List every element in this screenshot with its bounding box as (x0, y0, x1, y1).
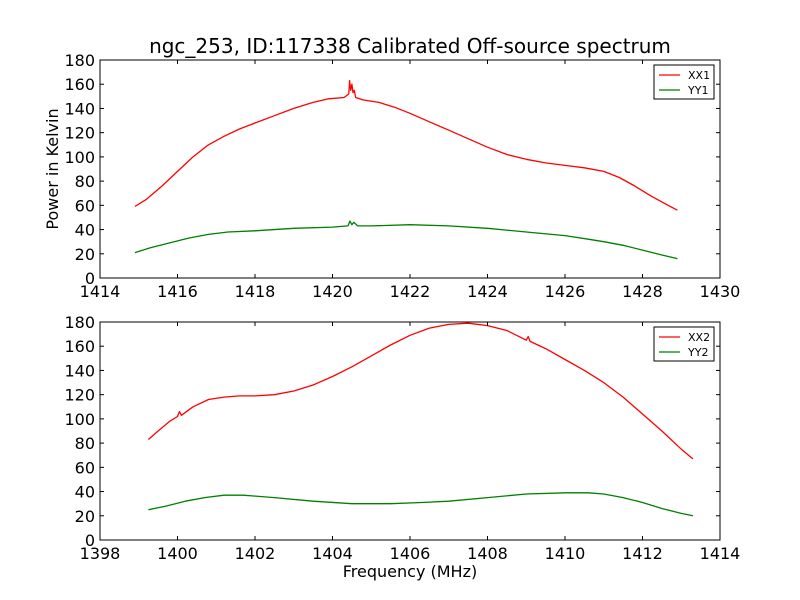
y-tick-label: 80 (75, 172, 95, 191)
legend-box (653, 326, 715, 362)
x-tick-label: 1416 (157, 282, 198, 301)
x-tick-label: 1418 (235, 282, 276, 301)
axes-frame (99, 59, 721, 279)
y-tick-label: 180 (64, 51, 95, 70)
bottom-spectrum-panel: 1398 1400 1402 1404 1406 1408 1410 1412 1414 0 20 4… (64, 313, 740, 581)
y-tick-label: 160 (64, 337, 95, 356)
y-tick-label: 20 (75, 507, 95, 526)
x-tick-label: 1400 (157, 544, 198, 563)
y-tick-label: 60 (75, 196, 95, 215)
x-tick-label: 1422 (390, 282, 431, 301)
x-tick-label: 1410 (545, 544, 586, 563)
chart-title: ngc_253, ID:117338 Calibrated Off-source… (149, 34, 671, 58)
x-tick-label: 1426 (545, 282, 586, 301)
y-axis-label: Power in Kelvin (43, 108, 62, 229)
y-tick-label: 140 (64, 99, 95, 118)
x-tick-label: 1412 (622, 544, 663, 563)
x-tick-label: 1428 (622, 282, 663, 301)
x-tick-label: 1420 (312, 282, 353, 301)
y-tick-label: 100 (64, 410, 95, 429)
y-tick-label: 160 (64, 75, 95, 94)
series-line-xx1 (134, 79, 678, 211)
x-tick-label: 1430 (700, 282, 741, 301)
y-tick-label: 20 (75, 245, 95, 264)
legend-box (653, 64, 715, 100)
top-spectrum-panel: 1414 1416 1418 1420 1422 1424 1426 1428 1430 0 20 4… (43, 51, 740, 301)
x-axis-label: Frequency (MHz) (343, 562, 477, 581)
y-tick-label: 0 (85, 531, 95, 550)
y-tick-label: 180 (64, 313, 95, 332)
legend-label-xx1: XX1 (688, 69, 710, 82)
x-tick-label: 1398 (80, 544, 121, 563)
y-tick-label: 0 (85, 269, 95, 288)
legend-label-yy2: YY2 (687, 346, 708, 359)
x-tick-label: 1402 (235, 544, 276, 563)
series-line-yy1 (134, 220, 678, 260)
y-tick-label: 120 (64, 124, 95, 143)
y-tick-label: 60 (75, 458, 95, 477)
axes-frame (99, 321, 721, 541)
series-line-xx2 (147, 322, 694, 460)
x-tick-label: 1424 (467, 282, 508, 301)
y-tick-label: 100 (64, 148, 95, 167)
x-tick-label: 1414 (700, 544, 741, 563)
x-tick-label: 1414 (80, 282, 121, 301)
x-tick-label: 1404 (312, 544, 353, 563)
y-tick-label: 140 (64, 361, 95, 380)
y-tick-label: 80 (75, 434, 95, 453)
series-line-yy2 (148, 492, 694, 517)
legend-label-xx2: XX2 (688, 331, 710, 344)
x-tick-label: 1406 (390, 544, 431, 563)
legend-label-yy1: YY1 (687, 84, 708, 97)
y-tick-label: 120 (64, 386, 95, 405)
x-tick-label: 1408 (467, 544, 508, 563)
y-tick-label: 40 (75, 483, 95, 502)
y-tick-label: 40 (75, 221, 95, 240)
